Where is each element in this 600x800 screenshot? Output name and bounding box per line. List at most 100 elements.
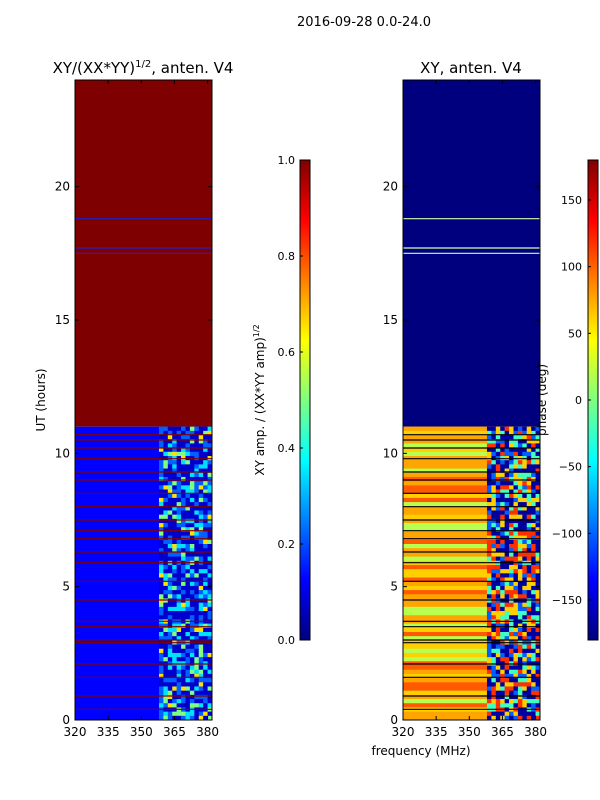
heat-cell <box>158 527 164 532</box>
heat-cell <box>513 686 519 691</box>
heat-cell <box>535 535 540 541</box>
right-title: XY, anten. V4 <box>420 59 522 77</box>
heat-cell <box>491 514 497 520</box>
heat-cell <box>491 531 497 536</box>
heat-cell <box>504 694 510 700</box>
heat-cell <box>495 518 501 524</box>
heat-cell <box>500 506 505 511</box>
heat-cell <box>176 690 182 696</box>
heat-cell <box>189 623 195 629</box>
heat-cell <box>486 715 492 720</box>
heat-cell <box>491 481 497 486</box>
heat-cell <box>176 464 182 469</box>
heat-cell <box>207 627 212 633</box>
heat-cell <box>504 703 510 708</box>
heat-cell <box>531 606 536 612</box>
heat-cell <box>194 657 200 662</box>
heat-cell <box>486 602 492 608</box>
heat-cell <box>509 476 514 482</box>
heat-cell <box>158 652 164 658</box>
heat-cell <box>163 690 169 696</box>
heat-cell <box>172 623 177 629</box>
heat-cell <box>203 510 208 515</box>
heat-cell <box>491 673 497 679</box>
heat-cell <box>207 585 212 591</box>
heat-cell <box>163 627 169 633</box>
heat-cell <box>522 481 528 486</box>
heat-cell <box>500 502 505 507</box>
heat-cell <box>486 611 492 616</box>
heat-cell <box>526 703 532 708</box>
heat-cell <box>185 602 191 608</box>
heat-cell <box>495 594 501 599</box>
heat-cell <box>495 426 501 432</box>
heat-cell <box>526 493 532 499</box>
heat-cell <box>513 564 519 570</box>
heat-cell <box>535 644 540 650</box>
heat-cell <box>535 703 540 708</box>
heat-cell <box>189 682 195 687</box>
heat-cell <box>504 447 510 453</box>
heat-cell <box>163 497 169 503</box>
heat-cell <box>167 648 173 654</box>
heat-cell <box>522 678 528 683</box>
heat-cell <box>504 472 510 478</box>
heat-cell <box>531 585 536 591</box>
heat-cell <box>517 690 523 696</box>
heat-cell <box>486 632 492 637</box>
heat-cell <box>522 472 528 478</box>
heat-cell <box>517 476 523 482</box>
heat-cell <box>526 581 532 587</box>
heat-cell <box>194 694 200 700</box>
heat-cell <box>194 544 200 549</box>
heat-cell <box>189 669 195 675</box>
heat-cell <box>172 690 177 696</box>
heat-cell <box>495 481 501 486</box>
heat-cell <box>522 682 528 687</box>
heat-cell <box>491 665 497 671</box>
heat-cell <box>198 451 204 457</box>
heat-cell <box>158 502 164 507</box>
heat-cell <box>176 636 182 641</box>
heat-cell <box>194 598 200 603</box>
heat-cell <box>158 476 164 482</box>
heat-cell <box>531 514 536 520</box>
heat-cell <box>535 665 540 671</box>
heat-cell <box>181 564 186 570</box>
heat-cell <box>495 531 501 536</box>
right-heatmap <box>403 80 540 720</box>
heat-cell <box>189 464 195 469</box>
heat-cell <box>513 636 519 641</box>
heat-cell <box>207 464 212 469</box>
heat-cell <box>526 460 532 465</box>
heat-cell <box>181 535 186 541</box>
heat-cell <box>500 594 505 599</box>
heat-cell <box>181 581 186 587</box>
heat-cell <box>491 535 497 541</box>
heat-cell <box>486 581 492 587</box>
heat-cell <box>486 569 492 574</box>
heat-cell <box>403 585 487 591</box>
heat-cell <box>486 673 492 679</box>
heat-cell <box>513 657 519 662</box>
x-tick-label: 335 <box>425 725 448 739</box>
heat-cell <box>176 556 182 562</box>
heat-cell <box>198 527 204 532</box>
heat-cell <box>526 632 532 637</box>
heat-cell <box>203 699 208 704</box>
heat-cell <box>176 430 182 436</box>
heat-cell <box>185 460 191 465</box>
heat-cell <box>181 464 186 469</box>
heat-cell <box>531 648 536 654</box>
heat-cell <box>495 472 501 478</box>
heat-cell <box>158 531 164 536</box>
heat-cell <box>172 451 177 457</box>
heat-cell <box>198 636 204 641</box>
heat-cell <box>158 485 164 490</box>
heat-cell <box>194 472 200 478</box>
heat-cell <box>189 544 195 549</box>
heat-cell <box>203 523 208 528</box>
heat-cell <box>491 443 497 448</box>
heat-cell <box>176 497 182 503</box>
heat-cell <box>504 510 510 515</box>
